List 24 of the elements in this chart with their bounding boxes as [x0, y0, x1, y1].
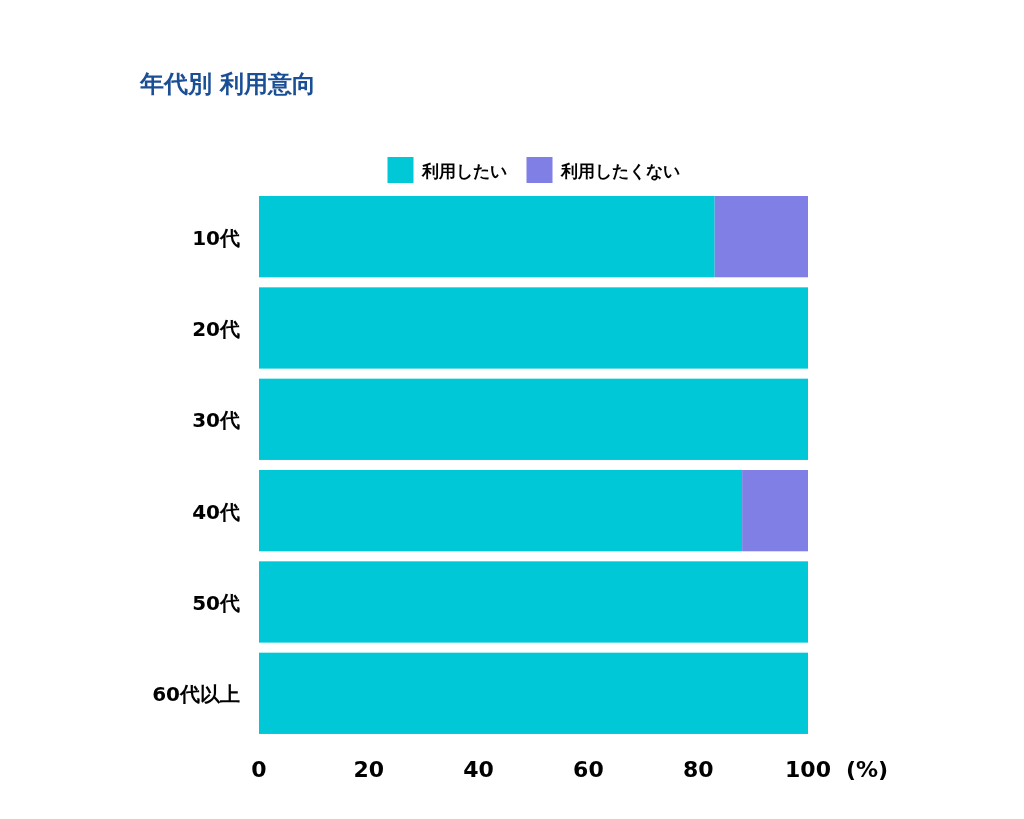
y-tick-label: 20代: [192, 316, 240, 341]
x-axis-title: (%): [846, 757, 889, 782]
y-tick-label: 50代: [192, 590, 240, 615]
y-tick-label: 10代: [192, 225, 240, 250]
x-tick-label: 100: [785, 757, 831, 782]
bar: [259, 470, 743, 552]
y-tick-label: 40代: [192, 499, 240, 524]
legend-label: 利用したくない: [559, 161, 680, 181]
y-tick-label: 30代: [192, 408, 240, 433]
x-tick-label: 0: [251, 757, 267, 782]
x-tick-label: 20: [353, 757, 385, 782]
x-tick-label: 40: [463, 757, 494, 782]
bar: [259, 561, 808, 643]
bar: [259, 378, 808, 460]
legend-label: 利用したい: [420, 161, 507, 181]
bar: [259, 652, 808, 734]
chart-title: 年代別 利用意向: [139, 70, 317, 98]
y-tick-label: 60代以上: [152, 682, 240, 707]
bar: [742, 470, 808, 552]
x-tick-label: 60: [573, 757, 604, 782]
bar: [714, 196, 808, 278]
bar: [259, 287, 808, 369]
x-tick-label: 80: [682, 757, 714, 782]
bar: [259, 196, 715, 278]
